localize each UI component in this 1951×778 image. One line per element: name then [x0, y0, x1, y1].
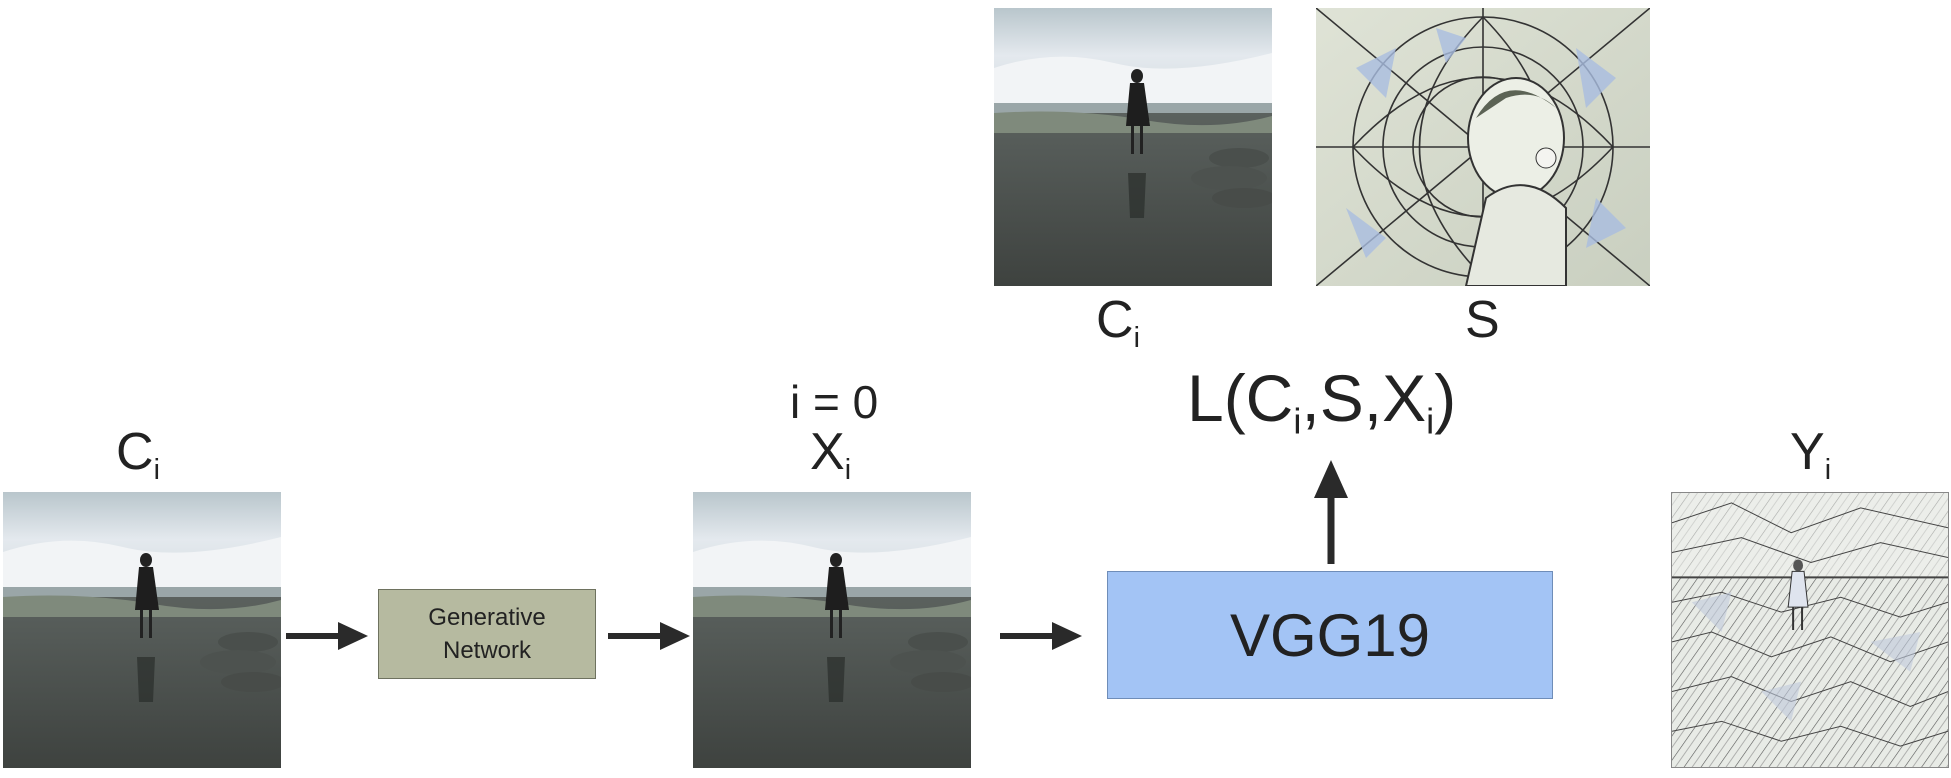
- loss-suffix: ): [1434, 361, 1457, 435]
- stylized-output-image: [1671, 492, 1949, 768]
- arrow-to-vgg: [1000, 622, 1082, 650]
- output-subscript: i: [1824, 454, 1832, 486]
- style-image: [1316, 8, 1650, 286]
- loss-subscript-2: i: [1426, 400, 1435, 442]
- vgg19-box: VGG19: [1107, 571, 1553, 699]
- vgg19-label: VGG19: [1229, 601, 1431, 669]
- generative-network-label-line2: Network: [442, 637, 532, 664]
- output-letter: Y: [1790, 423, 1825, 481]
- generated-letter: X: [810, 423, 845, 481]
- content-input-letter: C: [116, 423, 154, 481]
- generated-subscript: i: [844, 454, 852, 486]
- generative-network-label-line1: Generative: [428, 604, 546, 631]
- generated-label: Xi: [810, 422, 851, 487]
- content-top-letter: C: [1096, 291, 1134, 349]
- loss-middle: ,S,X: [1301, 361, 1427, 435]
- content-image-input: [3, 492, 281, 768]
- arrow-to-loss: [1314, 460, 1348, 564]
- loss-subscript-1: i: [1293, 400, 1302, 442]
- content-input-subscript: i: [153, 454, 160, 486]
- content-image-top: [994, 8, 1272, 286]
- content-top-label: Ci: [1096, 290, 1140, 355]
- style-label: S: [1465, 291, 1500, 349]
- generative-network-box: Generative Network: [378, 589, 596, 679]
- loss-function-label: L(Ci,S,Xi): [1187, 360, 1456, 443]
- generated-image: [693, 492, 971, 768]
- arrow-to-generated: [608, 622, 690, 650]
- content-input-label: Ci: [116, 422, 160, 487]
- loss-prefix: L(C: [1187, 361, 1294, 435]
- output-label: Yi: [1790, 422, 1831, 487]
- generative-network-label: Generative Network: [428, 601, 545, 667]
- arrow-to-generative: [286, 622, 368, 650]
- content-top-subscript: i: [1133, 322, 1140, 354]
- iteration-label: i = 0: [790, 376, 879, 428]
